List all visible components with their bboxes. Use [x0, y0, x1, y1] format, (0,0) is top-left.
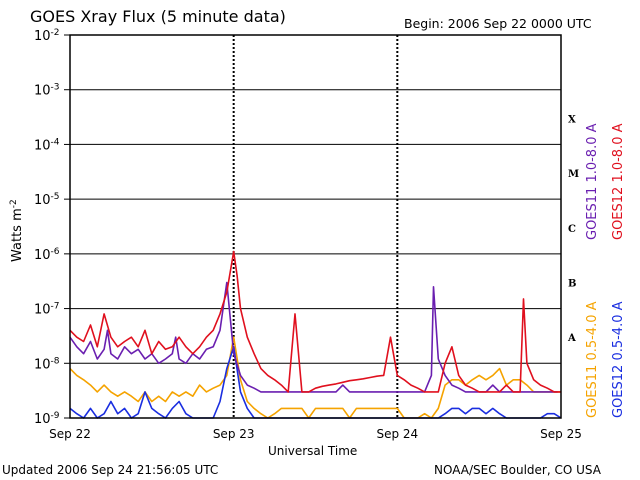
y-tick-label: 10-9	[34, 411, 60, 427]
flare-class-label: X	[568, 114, 576, 125]
series-line-1	[69, 281, 558, 393]
y-tick-label: 10-8	[34, 356, 60, 372]
flare-class-label: C	[568, 224, 576, 235]
y-axis-label: Watts m-2	[9, 199, 25, 262]
x-tick-label: Sep 24	[376, 427, 418, 441]
legend-entry: GOES12 0.5-4.0 A	[611, 301, 626, 418]
begin-label: Begin: 2006 Sep 22 0000 UTC	[404, 16, 592, 31]
credit-label: NOAA/SEC Boulder, CO USA	[434, 463, 602, 477]
series-line-3	[69, 336, 561, 419]
legend-entry: GOES12 1.0-8.0 A	[611, 123, 626, 240]
legend-entry: GOES11 1.0-8.0 A	[585, 123, 600, 240]
x-tick-label: Sep 25	[540, 427, 582, 441]
x-tick-label: Sep 23	[213, 427, 255, 441]
chart-title: GOES Xray Flux (5 minute data)	[30, 7, 286, 26]
y-tick-label: 10-6	[34, 247, 60, 263]
y-tick-label: 10-2	[34, 28, 60, 44]
series-line-2	[69, 250, 561, 393]
updated-label: Updated 2006 Sep 24 21:56:05 UTC	[2, 463, 218, 477]
x-axis-label: Universal Time	[268, 444, 357, 458]
flare-class-label: A	[567, 333, 576, 344]
y-tick-label: 10-7	[34, 302, 60, 318]
legend-entry: GOES11 0.5-4.0 A	[585, 301, 600, 418]
flare-class-label: B	[568, 278, 576, 289]
y-tick-label: 10-5	[34, 192, 60, 208]
y-tick-label: 10-4	[34, 137, 60, 153]
plot-frame	[69, 34, 562, 419]
y-tick-label: 10-3	[34, 83, 60, 99]
x-tick-label: Sep 22	[49, 427, 91, 441]
flare-class-label: M	[568, 169, 579, 180]
